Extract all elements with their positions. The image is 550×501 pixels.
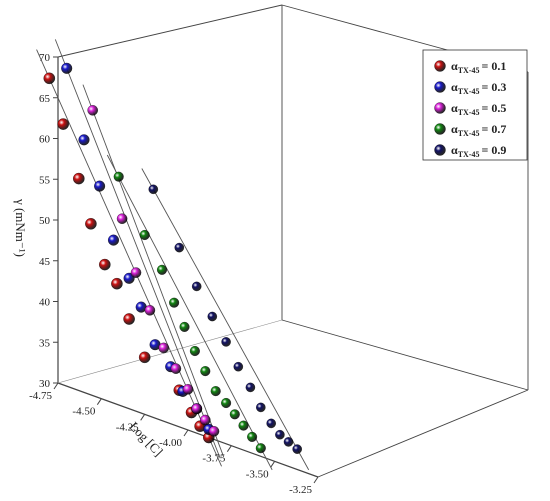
fit-line xyxy=(54,39,221,459)
legend-marker xyxy=(434,60,446,72)
legend: αTX-45 = 0.1 αTX-45 = 0.3 αTX-45 = 0.5 αTX-45 =… xyxy=(422,49,528,161)
data-point xyxy=(174,242,185,253)
legend-entry: αTX-45 = 0.3 xyxy=(451,80,506,96)
data-point xyxy=(255,443,266,454)
y-tick-label: 40 xyxy=(39,297,51,309)
data-point xyxy=(94,180,106,192)
data-point xyxy=(144,305,156,316)
fit-line xyxy=(82,84,225,458)
x-tick-label: -4.00 xyxy=(159,437,182,449)
data-point xyxy=(182,384,194,395)
data-point xyxy=(275,429,285,440)
data-point xyxy=(87,105,98,116)
data-point xyxy=(238,420,249,431)
x-tick-label: -3.25 xyxy=(289,484,312,496)
data-point xyxy=(99,258,111,271)
fit-lines xyxy=(36,39,310,471)
data-point xyxy=(256,402,266,413)
data-point xyxy=(113,171,124,182)
data-point xyxy=(111,277,123,290)
fit-line xyxy=(36,49,222,467)
legend-entry: αTX-45 = 0.5 xyxy=(451,101,506,117)
x-tick-label: -3.75 xyxy=(202,453,225,465)
data-point xyxy=(221,337,231,347)
data-point xyxy=(229,409,240,420)
data-point xyxy=(247,431,258,442)
data-point xyxy=(85,218,97,230)
data-point xyxy=(130,267,142,278)
y-axis-ticks: 30 35 40 45 50 55 60 65 70 xyxy=(39,52,58,390)
y-tick-label: 35 xyxy=(39,337,51,349)
data-point xyxy=(200,414,211,426)
x-axis-ticks: -4.75 -4.50 -4.25 -4.00 -3.75 -3.50 -3.25 xyxy=(29,382,319,496)
data-point xyxy=(233,361,244,372)
y-tick-label: 70 xyxy=(39,52,51,64)
y-tick-label: 55 xyxy=(39,174,51,186)
x-tick-label: -4.75 xyxy=(29,390,52,402)
data-point xyxy=(191,281,202,292)
data-point xyxy=(266,418,276,429)
data-point xyxy=(245,382,256,393)
data-point xyxy=(189,345,200,356)
data-point xyxy=(169,297,180,308)
data-point xyxy=(139,229,150,240)
data-point xyxy=(221,397,232,408)
legend-entry: αTX-45 = 0.1 xyxy=(451,59,506,75)
y-tick-label: 30 xyxy=(39,378,51,390)
data-point xyxy=(57,118,69,130)
data-point xyxy=(158,342,169,354)
legend-entry: αTX-45 = 0.7 xyxy=(451,122,506,138)
y-tick-label: 60 xyxy=(39,134,51,146)
fit-line xyxy=(106,154,273,471)
y-axis-label: γ (mNm⁻¹) xyxy=(13,198,28,257)
legend-entry: αTX-45 = 0.9 xyxy=(451,143,506,159)
data-point xyxy=(156,264,167,275)
data-point xyxy=(283,437,294,447)
data-point xyxy=(43,72,56,85)
x-tick-label: -3.50 xyxy=(246,468,269,480)
data-point xyxy=(170,363,182,374)
y-tick-label: 65 xyxy=(39,93,51,105)
data-point xyxy=(148,184,159,195)
data-point xyxy=(210,386,221,397)
y-tick-label: 50 xyxy=(39,215,51,227)
fit-line xyxy=(141,168,310,471)
data-point xyxy=(123,313,135,325)
y-tick-label: 45 xyxy=(39,256,51,268)
data-point xyxy=(78,134,90,146)
data-point xyxy=(61,62,73,74)
data-point xyxy=(116,213,128,224)
legend-marker xyxy=(434,81,446,93)
data-point xyxy=(179,321,190,332)
legend-marker xyxy=(434,102,446,114)
data-point xyxy=(138,351,151,364)
legend-marker xyxy=(434,144,446,156)
data-point xyxy=(208,426,220,437)
data-point xyxy=(191,403,202,414)
data-point xyxy=(73,172,85,185)
data-point xyxy=(200,366,211,377)
data-point xyxy=(292,444,302,454)
data-points xyxy=(43,62,302,454)
data-point xyxy=(108,234,120,246)
x-tick-label: -4.50 xyxy=(72,406,95,418)
legend-marker xyxy=(434,123,446,135)
data-point xyxy=(207,311,218,322)
x-tick-label: -4.25 xyxy=(116,421,139,433)
